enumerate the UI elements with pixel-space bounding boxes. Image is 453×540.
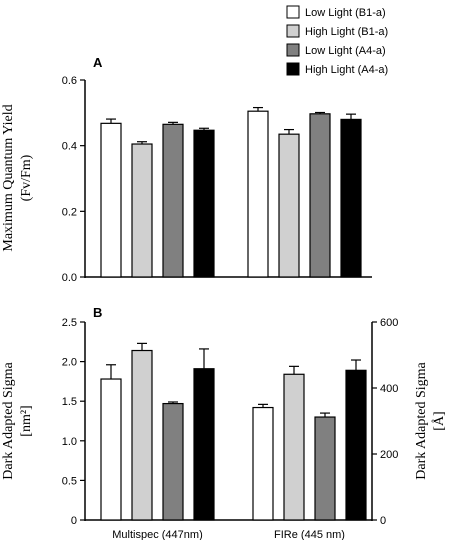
legend-swatch: [286, 5, 300, 19]
legend-label: High Light (A4-a): [305, 64, 388, 76]
panel-a-y-axis-label-line2: (Fv/Fm): [19, 154, 34, 201]
x-category-label: FIRe (445 nm): [274, 529, 345, 540]
right-y-tick-label: 200: [380, 449, 398, 461]
right-y-tick-label: 400: [380, 383, 398, 395]
y-tick-label: 0.4: [62, 141, 77, 153]
panel-b-left-y-axis-label-line1: Dark Adapted Sigma: [1, 362, 16, 480]
panel-b-right-y-axis-label-line1: Dark Adapted Sigma: [414, 362, 429, 480]
bar: [193, 129, 215, 278]
legend-swatch: [286, 43, 300, 57]
x-category-label: Multispec (447nm): [112, 529, 202, 540]
y-tick-label: 0: [71, 515, 77, 527]
y-tick-label: 0.6: [62, 75, 77, 87]
bar: [309, 113, 331, 278]
right-y-tick-label: 600: [380, 317, 398, 329]
legend-swatch: [286, 62, 300, 76]
panel-b-left-y-axis-label-line2: [nm²]: [19, 405, 34, 436]
bar: [283, 373, 305, 521]
panel-b-right-y-axis-label-line2: [Å]: [431, 411, 447, 430]
bar: [278, 133, 300, 278]
panel-a-label: A: [93, 55, 103, 70]
y-tick-label: 1.0: [62, 436, 77, 448]
bar: [100, 378, 122, 521]
bar: [247, 110, 269, 278]
bar: [100, 122, 122, 278]
panel-b-label: B: [93, 305, 102, 320]
bar: [340, 118, 362, 278]
panel-a-y-axis-label-line1: Maximum Quantum Yield: [1, 104, 16, 251]
y-tick-label: 2.5: [62, 317, 77, 329]
legend-label: Low Light (A4-a): [305, 45, 386, 57]
panel-a-chart: A Maximum Quantum Yield (Fv/Fm) 0.0 0.2 0.…: [1, 55, 372, 284]
bar: [193, 368, 215, 521]
panel-b-chart: B Dark Adapted Sigma [nm²] Dark Adapted …: [1, 305, 447, 540]
bar: [162, 123, 184, 278]
y-tick-label: 2.0: [62, 357, 77, 369]
y-tick-label: 0.5: [62, 475, 77, 487]
y-tick-label: 0.2: [62, 206, 77, 218]
legend: Low Light (B1-a) High Light (B1-a) Low Lig…: [286, 5, 388, 76]
legend-label: Low Light (B1-a): [305, 7, 386, 19]
y-tick-label: 0.0: [62, 272, 77, 284]
bar: [162, 402, 184, 521]
bar: [252, 406, 274, 521]
right-y-tick-label: 0: [380, 515, 386, 527]
bar: [314, 416, 336, 521]
legend-swatch: [286, 24, 300, 38]
y-tick-label: 1.5: [62, 396, 77, 408]
bar: [131, 349, 153, 521]
legend-label: High Light (B1-a): [305, 26, 388, 38]
bar: [131, 143, 153, 278]
bar: [345, 369, 367, 521]
